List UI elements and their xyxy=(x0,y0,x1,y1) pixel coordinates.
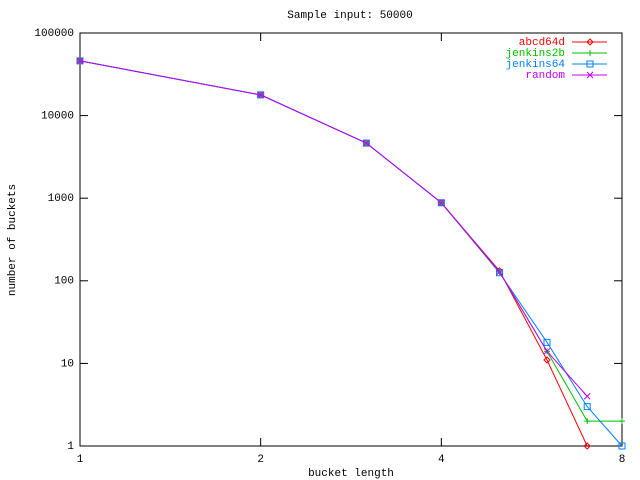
point xyxy=(496,268,503,276)
point xyxy=(583,392,591,400)
y-tick-label: 100000 xyxy=(34,28,74,40)
legend-marker xyxy=(586,60,594,68)
y-tick-label: 100 xyxy=(54,276,74,288)
x-tick-label: 4 xyxy=(438,454,445,466)
point xyxy=(543,356,551,364)
legend-marker xyxy=(586,38,594,46)
legend-label: abcd64d xyxy=(519,37,565,49)
legend-label: jenkins2b xyxy=(506,48,565,60)
y-tick-label: 1 xyxy=(67,441,74,453)
point xyxy=(584,418,591,425)
point xyxy=(362,139,370,147)
chart-title: Sample input: 50000 xyxy=(287,10,412,22)
y-tick-label: 1000 xyxy=(48,193,74,205)
y-axis-label: number of buckets xyxy=(7,184,19,296)
legend-label: jenkins64 xyxy=(506,59,566,71)
x-tick-label: 8 xyxy=(619,454,626,466)
point xyxy=(583,403,591,411)
legend-marker xyxy=(587,50,593,56)
series-line xyxy=(79,60,588,397)
series-line xyxy=(79,60,588,447)
x-axis-label: bucket length xyxy=(308,468,394,480)
x-tick-label: 2 xyxy=(257,454,264,466)
x-tick-label: 1 xyxy=(77,454,84,466)
point xyxy=(76,57,84,65)
point xyxy=(543,338,551,346)
point xyxy=(257,91,265,99)
point xyxy=(543,347,551,355)
point xyxy=(583,442,591,450)
legend-marker xyxy=(586,71,594,79)
point xyxy=(618,442,626,450)
series-line xyxy=(79,60,623,447)
plot-frame xyxy=(79,32,623,447)
point xyxy=(257,91,265,99)
legend-label: random xyxy=(525,70,565,82)
point xyxy=(619,418,625,425)
series-line xyxy=(79,60,622,422)
point xyxy=(495,269,503,277)
y-tick-label: 10 xyxy=(61,358,74,370)
y-tick-label: 10000 xyxy=(41,111,74,123)
point xyxy=(437,199,445,207)
